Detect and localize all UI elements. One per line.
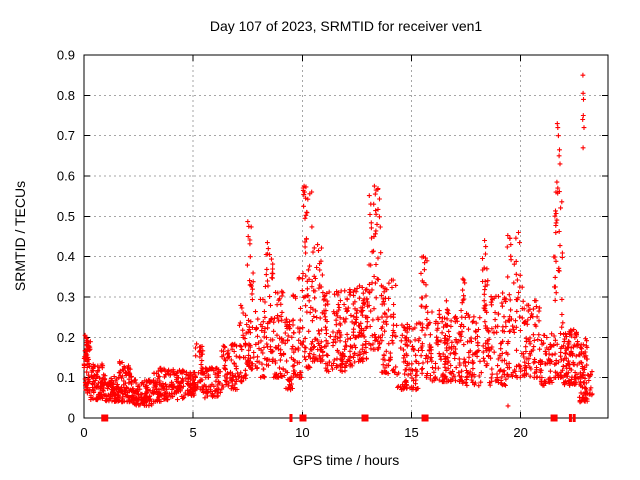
y-tick-label: 0.3 xyxy=(57,290,75,305)
y-axis-label: SRMTID / TECUs xyxy=(12,181,28,291)
zero-square-marker xyxy=(550,414,558,422)
y-tick-label: 0 xyxy=(68,411,75,426)
x-tick-label: 0 xyxy=(80,425,87,440)
srmtid-points-path xyxy=(81,72,595,409)
y-tick-label: 0.6 xyxy=(57,169,75,184)
y-tick-label: 0.8 xyxy=(57,88,75,103)
x-axis-label: GPS time / hours xyxy=(293,452,400,468)
zero-bar-marker xyxy=(289,414,293,422)
zero-event-markers xyxy=(101,414,576,422)
x-tick-label: 20 xyxy=(513,425,527,440)
zero-bar-marker xyxy=(572,414,576,422)
plot-border xyxy=(83,54,609,419)
zero-square-marker xyxy=(361,414,369,422)
y-tick-label: 0.9 xyxy=(57,48,75,63)
y-tick-label: 0.2 xyxy=(57,330,75,345)
zero-bar-marker xyxy=(568,414,572,422)
zero-square-marker xyxy=(421,414,429,422)
y-tick-label: 0.5 xyxy=(57,209,75,224)
chart-title: Day 107 of 2023, SRMTID for receiver ven… xyxy=(210,18,483,34)
y-tick-label: 0.7 xyxy=(57,128,75,143)
x-tick-label: 10 xyxy=(295,425,309,440)
data-points xyxy=(81,72,595,409)
y-tick-label: 0.4 xyxy=(57,249,75,264)
plot-frame xyxy=(83,54,609,419)
tick-labels: 0 5 10 15 20 0 0.1 0.2 0.3 0.4 0.5 0.6 0.7 0.8 0.9 xyxy=(57,48,528,441)
y-tick-label: 0.1 xyxy=(57,370,75,385)
zero-square-marker xyxy=(101,414,109,422)
x-tick-label: 5 xyxy=(190,425,197,440)
zero-square-marker xyxy=(299,414,307,422)
x-tick-label: 15 xyxy=(404,425,418,440)
